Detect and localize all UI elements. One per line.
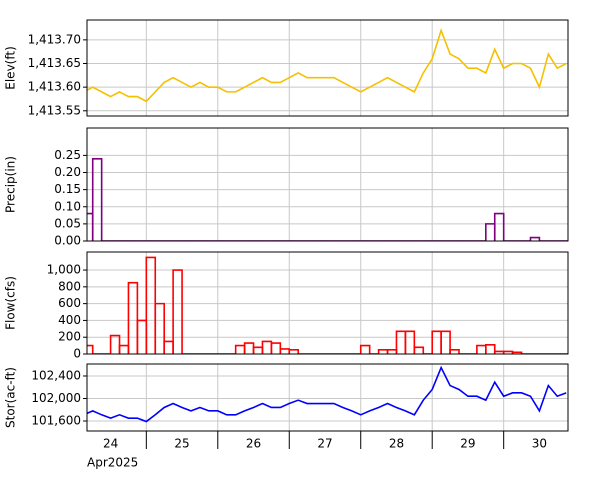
y-tick-label: 0.00	[54, 234, 81, 248]
y-tick-label: 800	[58, 279, 81, 293]
step-bar	[261, 340, 273, 354]
step-bar	[145, 256, 157, 354]
step-bar	[87, 212, 94, 241]
step-bar	[529, 236, 541, 241]
step-bar	[163, 340, 174, 354]
step-bar	[485, 223, 496, 241]
step-bar	[440, 330, 451, 354]
y-tick-label: 0.20	[54, 165, 81, 179]
y-tick-label: 102,000	[31, 391, 81, 405]
step-bar	[118, 344, 130, 354]
y-tick-label: 1,413.55	[28, 103, 81, 117]
step-bar	[404, 330, 416, 354]
panel-frame	[86, 19, 569, 117]
step-bar	[431, 330, 442, 354]
series	[87, 158, 568, 241]
step-bar	[395, 330, 407, 354]
step-bar	[172, 269, 183, 354]
x-tick-label: 30	[532, 437, 547, 451]
step-bar	[359, 344, 371, 354]
line	[87, 27, 567, 103]
step-bar	[386, 349, 398, 354]
step-bar	[252, 346, 264, 354]
step-bar	[127, 281, 139, 354]
y-axis-label: Flow(cfs)	[4, 276, 18, 330]
y-tick-label: 0	[73, 347, 81, 361]
step-bar	[493, 212, 505, 241]
step-bar	[279, 348, 291, 354]
x-tick-label: 29	[460, 437, 475, 451]
step-bar	[288, 349, 299, 354]
step-bar	[511, 351, 523, 354]
y-tick-label: 0.15	[54, 182, 81, 196]
step-bar	[234, 344, 246, 354]
x-tick-label: 27	[317, 437, 332, 451]
y-axis-label: Stor(ac-ft)	[4, 367, 18, 428]
x-axis-label: Apr2025	[87, 456, 138, 470]
y-axis-label: Elev(ft)	[4, 46, 18, 89]
y-tick-label: 600	[58, 296, 81, 310]
y-tick-label: 1,413.60	[28, 80, 81, 94]
step-bar	[485, 343, 496, 354]
step-bar	[243, 342, 255, 354]
x-tick-label: 24	[103, 437, 118, 451]
series	[87, 256, 568, 354]
line	[87, 365, 567, 423]
step-bar	[154, 302, 165, 354]
y-tick-label: 200	[58, 330, 81, 344]
y-tick-label: 102,400	[31, 368, 81, 382]
y-axis-label: Precip(in)	[4, 156, 18, 213]
series	[87, 365, 567, 423]
series	[87, 27, 567, 103]
y-tick-label: 1,413.70	[28, 32, 81, 46]
y-tick-label: 1,413.65	[28, 56, 81, 70]
step-bar	[270, 342, 282, 354]
step-bar	[377, 349, 389, 354]
y-tick-label: 1,000	[47, 263, 81, 277]
y-tick-label: 0.25	[54, 148, 81, 162]
step-bar	[109, 334, 121, 354]
y-tick-label: 0.05	[54, 216, 81, 230]
y-tick-label: 101,600	[31, 413, 81, 427]
panel-frame	[86, 251, 569, 355]
y-tick-label: 0.10	[54, 199, 81, 213]
step-bar	[87, 344, 94, 354]
x-tick-label: 25	[174, 437, 189, 451]
step-bar	[476, 344, 487, 354]
step-bar	[413, 346, 425, 354]
x-tick-label: 28	[389, 437, 404, 451]
step-bar	[91, 158, 103, 241]
panel-frame	[86, 127, 569, 242]
step-bar	[449, 349, 460, 354]
y-tick-label: 400	[58, 313, 81, 327]
x-tick-label: 26	[246, 437, 261, 451]
panel-frame	[86, 363, 569, 432]
